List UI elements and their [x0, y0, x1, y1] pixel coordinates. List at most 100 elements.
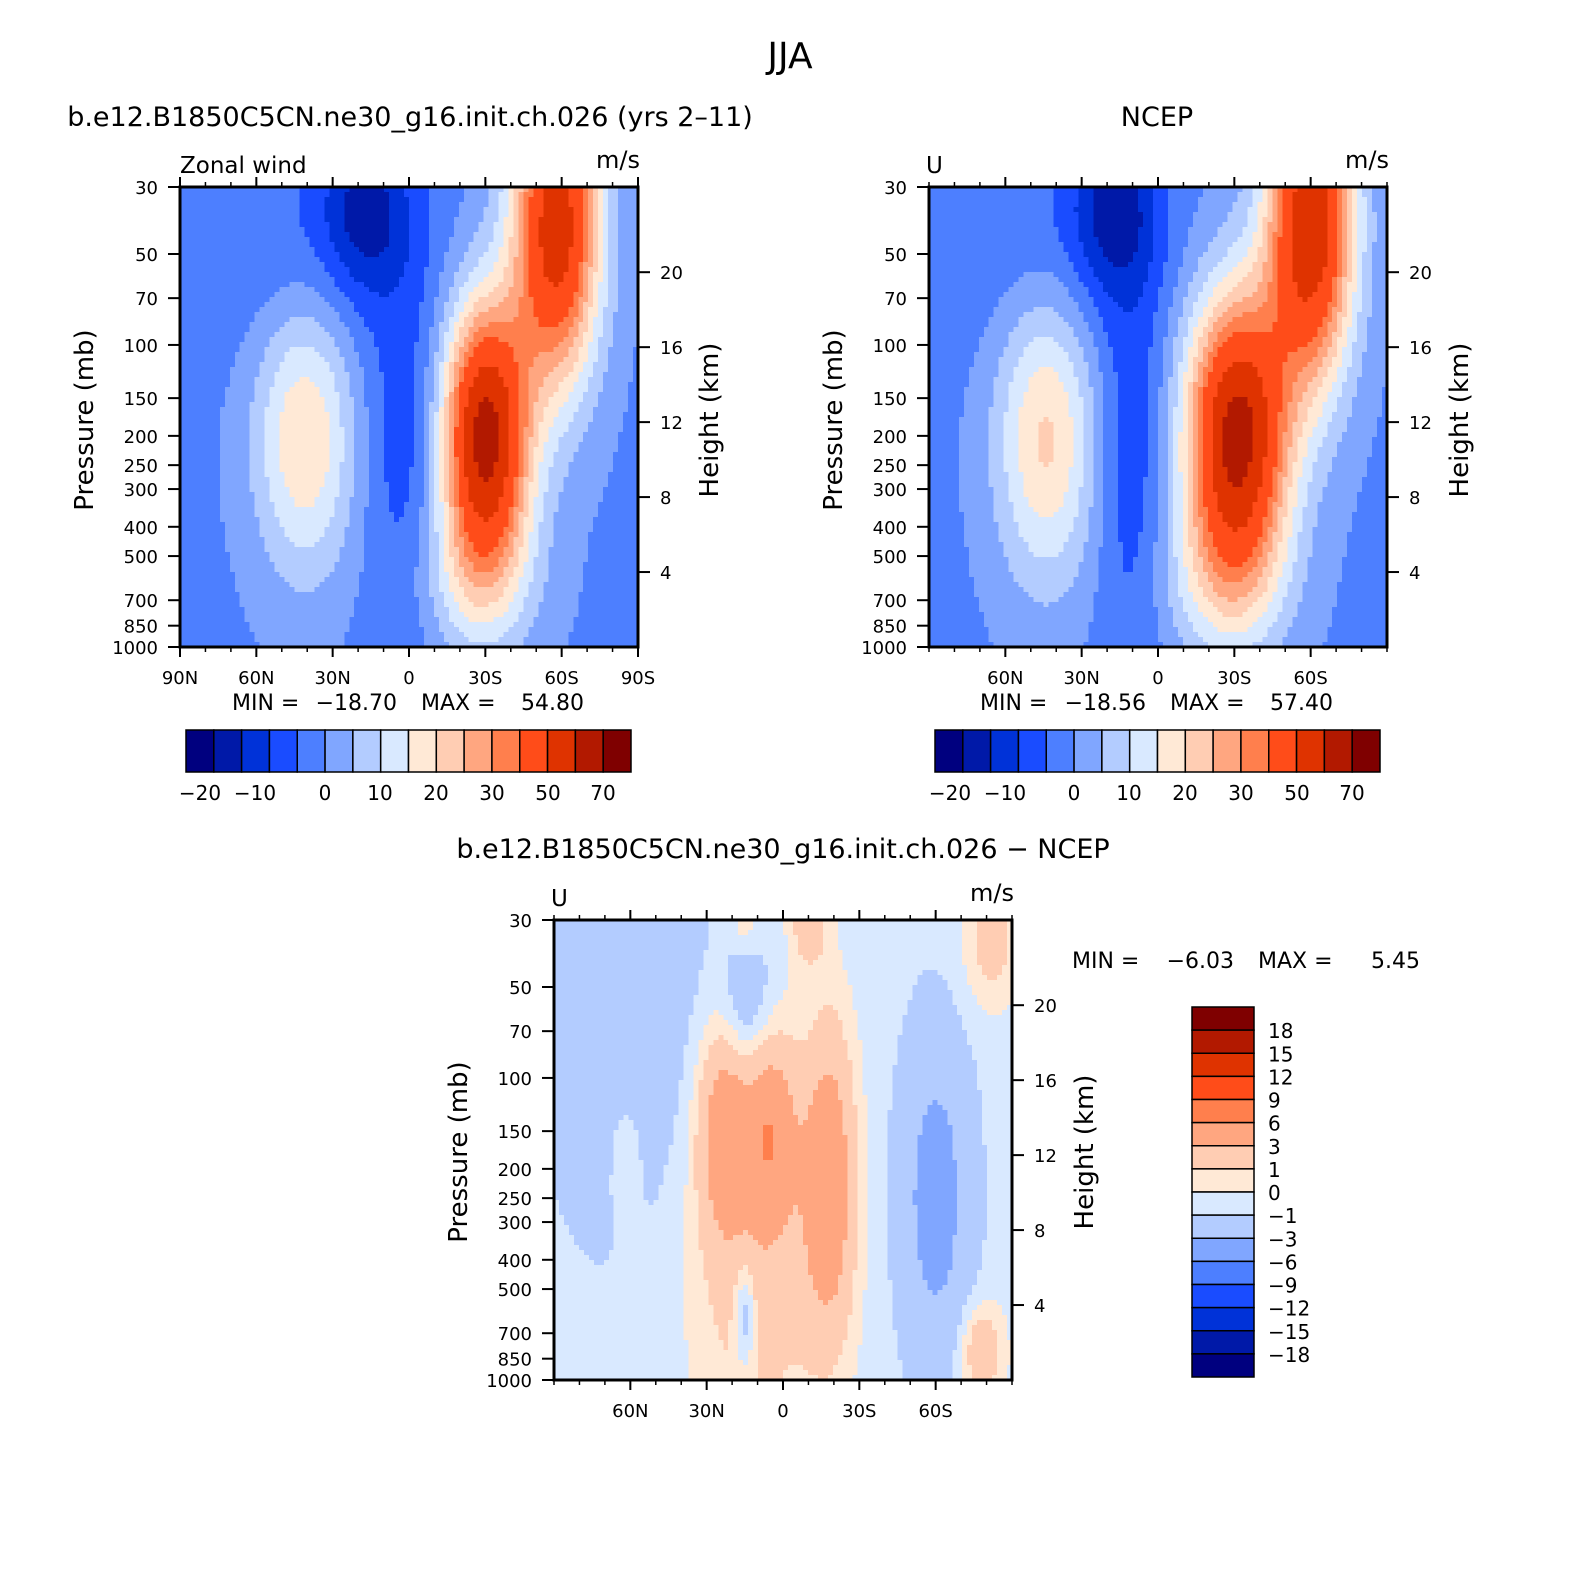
model-field-cell	[180, 502, 186, 508]
model-field-cell	[194, 207, 201, 213]
model-field-cell	[344, 627, 350, 633]
model-field-cell	[364, 447, 370, 453]
model-field-cell	[194, 567, 201, 573]
model-field-cell	[279, 482, 286, 488]
model-field-cell	[264, 642, 271, 648]
model-field-cell	[404, 382, 410, 388]
model-field-cell	[369, 522, 375, 528]
model-field-cell	[399, 502, 405, 508]
model-field-cell	[413, 307, 420, 313]
model-field-cell	[364, 232, 370, 238]
model-field-cell	[428, 562, 435, 568]
model-field-cell	[214, 342, 221, 348]
model-field-cell	[384, 202, 390, 208]
model-field-cell	[239, 232, 246, 238]
model-field-cell	[364, 297, 370, 303]
model-field-cell	[339, 197, 345, 203]
model-field-cell	[284, 482, 291, 488]
model-field-cell	[249, 217, 256, 223]
model-field-cell	[309, 507, 316, 513]
model-field-cell	[189, 217, 196, 223]
model-field-cell	[418, 197, 425, 203]
model-field-cell	[374, 332, 380, 338]
model-field-cell	[189, 297, 196, 303]
model-field-cell	[284, 237, 291, 243]
model-field-cell	[279, 202, 286, 208]
model-field-cell	[409, 267, 415, 273]
model-field-cell	[354, 607, 360, 613]
model-field-cell	[224, 352, 231, 358]
model-field-cell	[339, 592, 345, 598]
model-field-cell	[304, 452, 311, 458]
model-field-cell	[349, 227, 355, 233]
model-field-cell	[409, 637, 415, 643]
model-field-cell	[359, 602, 365, 608]
model-field-cell	[264, 322, 271, 328]
model-field-cell	[359, 592, 365, 598]
model-field-cell	[194, 382, 201, 388]
model-field-cell	[249, 187, 256, 193]
model-field-cell	[404, 377, 410, 383]
model-field-cell	[423, 452, 430, 458]
model-field-cell	[443, 232, 450, 238]
model-field-cell	[399, 372, 405, 378]
model-field-cell	[433, 257, 440, 263]
model-field-cell	[319, 532, 325, 538]
model-field-cell	[384, 367, 390, 373]
model-field-cell	[189, 517, 196, 523]
model-field-cell	[299, 207, 306, 213]
model-field-cell	[413, 277, 420, 283]
model-field-cell	[443, 332, 450, 338]
model-field-cell	[180, 462, 186, 468]
model-field-cell	[364, 362, 370, 368]
model-field-cell	[194, 307, 201, 313]
model-field-cell	[244, 642, 251, 648]
model-field-cell	[409, 322, 415, 328]
model-field-cell	[448, 247, 455, 253]
model-field-cell	[254, 247, 261, 253]
model-field-cell	[413, 227, 420, 233]
model-field-cell	[249, 197, 256, 203]
model-field-cell	[339, 432, 345, 438]
model-field-cell	[438, 477, 445, 483]
model-field-cell	[404, 272, 410, 278]
model-field-cell	[304, 357, 311, 363]
model-field-cell	[294, 487, 301, 493]
model-field-cell	[209, 637, 216, 643]
model-field-cell	[309, 242, 316, 248]
model-field-cell	[214, 407, 221, 413]
model-field-cell	[379, 447, 385, 453]
model-field-cell	[180, 227, 186, 233]
model-field-cell	[204, 592, 211, 598]
model-field-cell	[394, 422, 400, 428]
model-field-cell	[289, 422, 296, 428]
model-field-cell	[219, 357, 226, 363]
model-field-cell	[369, 217, 375, 223]
model-field-cell	[344, 212, 350, 218]
model-field-cell	[314, 462, 320, 468]
model-field-cell	[254, 387, 261, 393]
model-field-cell	[219, 217, 226, 223]
model-field-cell	[269, 327, 276, 333]
model-field-cell	[289, 322, 296, 328]
model-field-cell	[279, 552, 286, 558]
model-field-cell	[264, 382, 271, 388]
model-field-cell	[324, 562, 330, 568]
model-field-cell	[264, 487, 271, 493]
model-field-cell	[423, 602, 430, 608]
model-field-cell	[239, 487, 246, 493]
model-field-cell	[418, 592, 425, 598]
model-field-cell	[204, 192, 211, 198]
model-field-cell	[299, 622, 306, 628]
model-field-cell	[264, 612, 271, 618]
model-field-cell	[299, 602, 306, 608]
model-field-cell	[334, 542, 340, 548]
model-field-cell	[384, 357, 390, 363]
model-field-cell	[299, 437, 306, 443]
model-field-cell	[354, 267, 360, 273]
model-field-cell	[214, 512, 221, 518]
model-field-cell	[209, 332, 216, 338]
model-field-cell	[404, 247, 410, 253]
model-field-cell	[379, 207, 385, 213]
model-field-cell	[239, 502, 246, 508]
